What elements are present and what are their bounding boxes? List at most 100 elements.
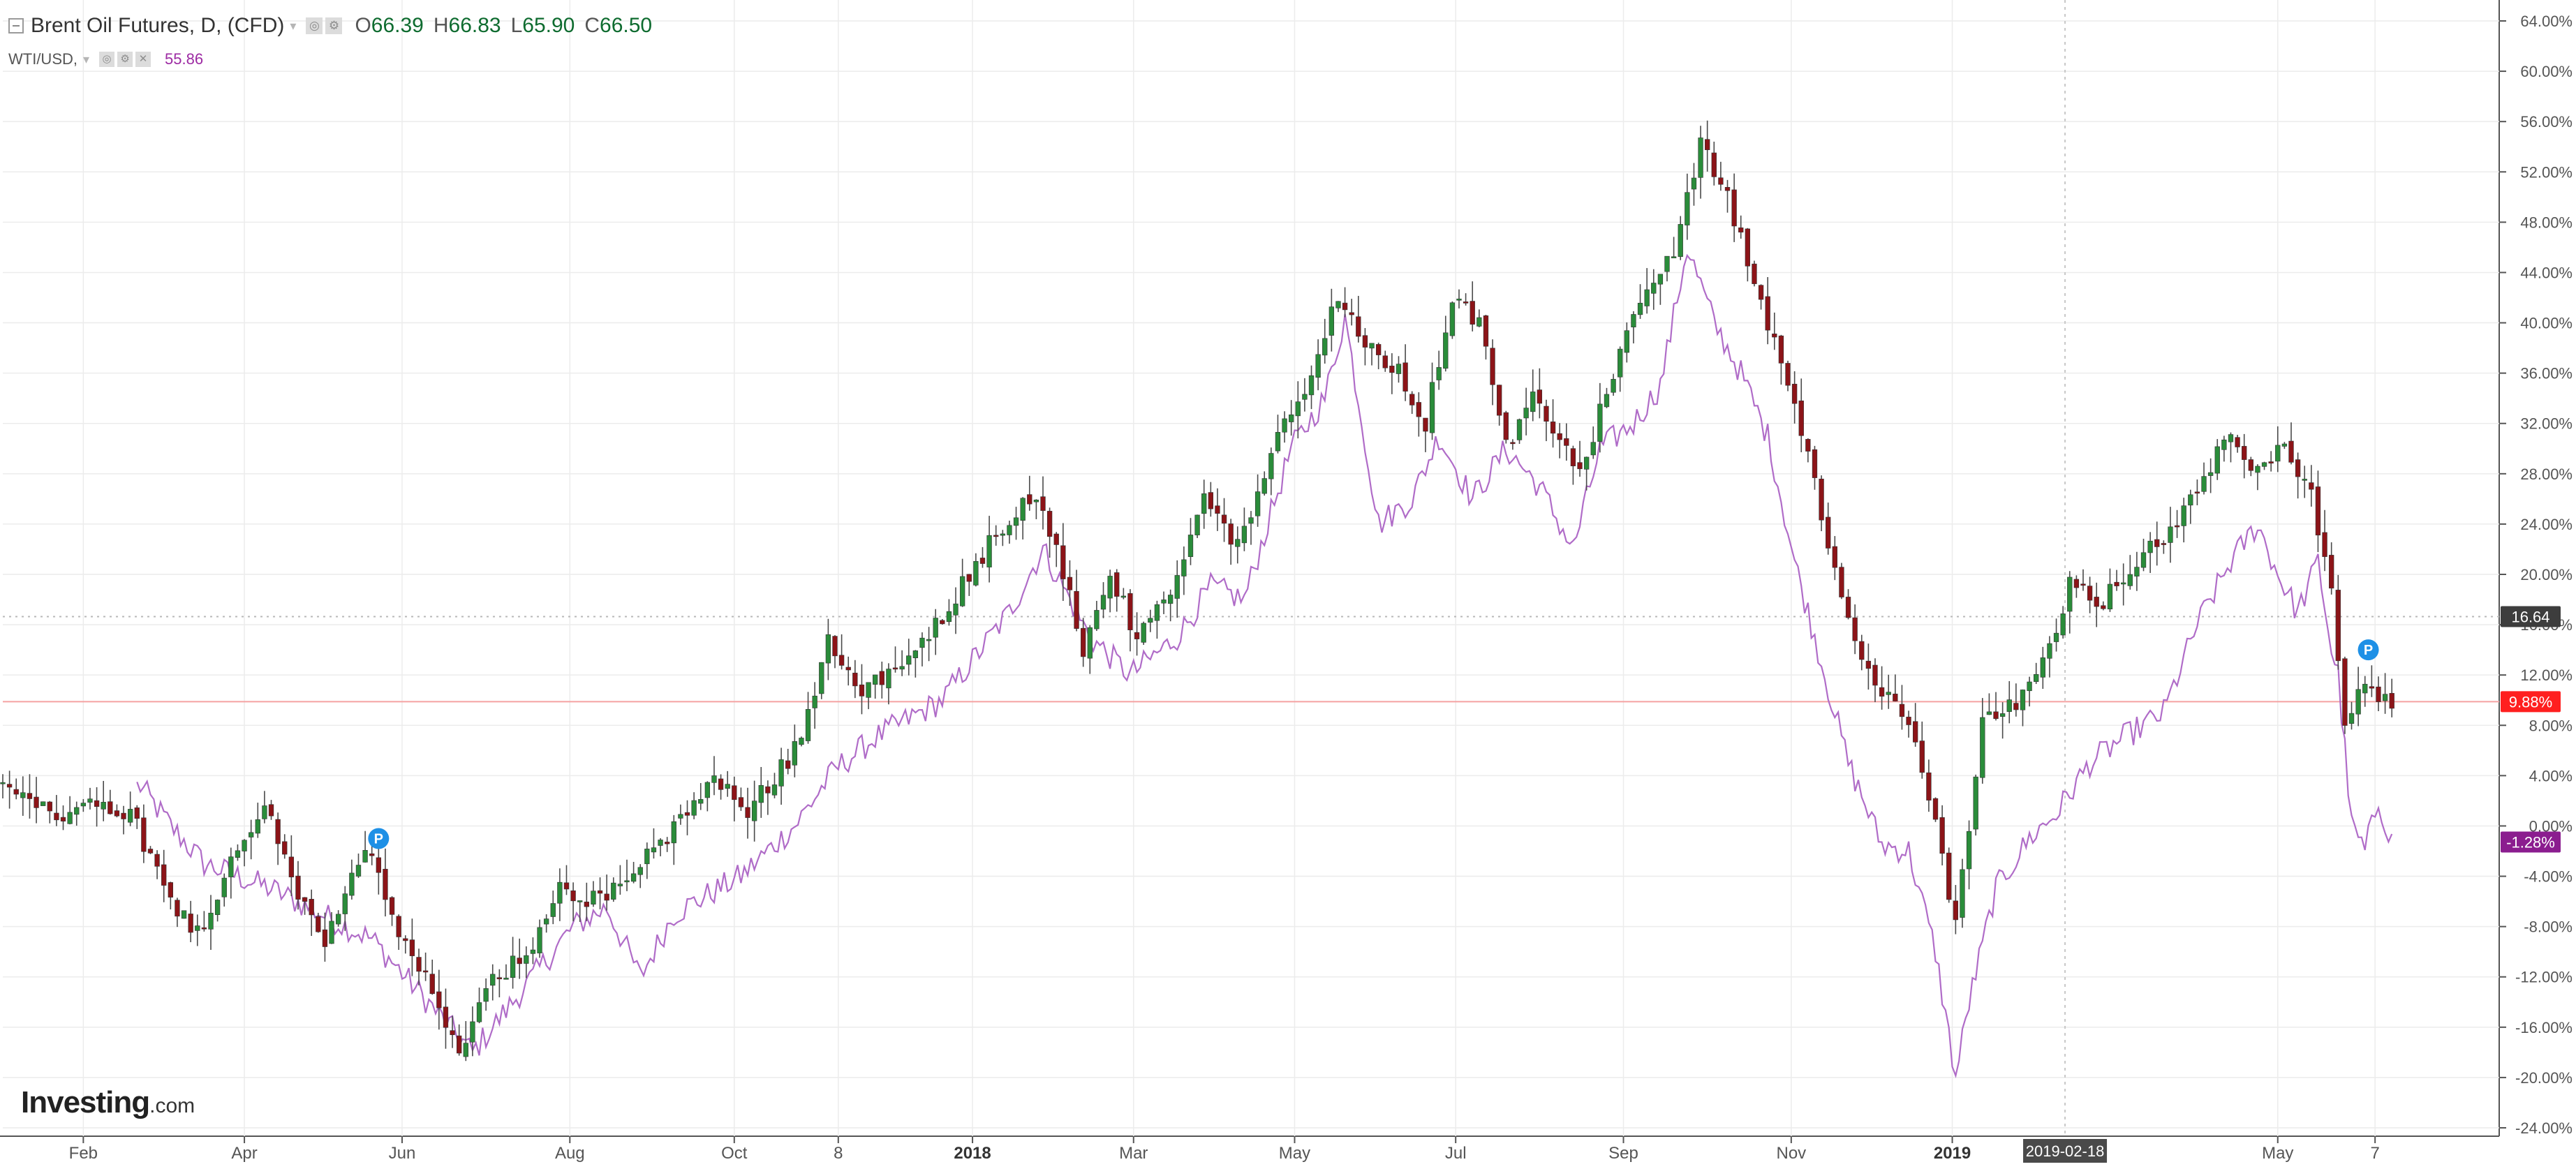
candle-down [2335, 590, 2341, 662]
candle-up [758, 784, 764, 803]
candle-down [403, 938, 408, 941]
open-value: 66.39 [371, 14, 424, 37]
candle-up [1618, 348, 1623, 378]
candle-up [1637, 302, 1643, 315]
candle-down [604, 893, 609, 901]
candle-up [591, 891, 596, 904]
candle-up [1289, 414, 1294, 422]
candle-down [1738, 228, 1744, 233]
y-tick-label: 4.00% [2529, 767, 2573, 784]
candle-down [859, 684, 865, 697]
candle-up [101, 802, 106, 810]
candle-up [691, 800, 697, 816]
chevron-down-icon[interactable]: ▾ [290, 18, 297, 33]
candle-down [2268, 461, 2274, 464]
candle-down [832, 636, 838, 657]
y-tick-label: 28.00% [2520, 466, 2573, 483]
candle-down [1356, 316, 1361, 337]
candle-down [1483, 315, 1489, 347]
candle-up [1691, 177, 1697, 190]
candle-up [127, 809, 133, 823]
candle-up [1308, 375, 1315, 396]
candle-down [1490, 348, 1495, 385]
candlestick-series [0, 120, 2394, 1062]
candle-up [2302, 479, 2307, 481]
candle-up [919, 637, 925, 648]
candle-up [671, 821, 676, 844]
eye-icon[interactable]: ◎ [306, 17, 323, 34]
candle-up [630, 873, 637, 882]
candle-up [873, 674, 878, 685]
candle-down [2329, 555, 2334, 589]
candle-down [1040, 496, 1046, 511]
candle-down [1926, 772, 1932, 801]
candle-up [1148, 618, 1153, 623]
candle-up [1167, 595, 1174, 604]
candle-down [1852, 617, 1858, 641]
candle-up [362, 850, 368, 863]
candle-up [704, 782, 711, 798]
candle-up [2168, 526, 2173, 543]
candle-down [1510, 442, 1516, 445]
candle-up [1631, 314, 1636, 327]
candle-down [1221, 514, 1227, 524]
candle-up [2134, 567, 2140, 576]
candle-up [329, 921, 334, 944]
candle-down [732, 785, 737, 801]
close-value: 66.50 [600, 14, 653, 37]
low-value: 65.90 [522, 14, 575, 37]
price-badge-label: 16.64 [2511, 609, 2549, 626]
chevron-down-icon[interactable]: ▾ [83, 52, 90, 66]
gear-icon[interactable]: ⚙ [325, 17, 343, 34]
candle-up [530, 949, 536, 954]
candle-up [1107, 576, 1113, 599]
y-tick-label: 12.00% [2520, 667, 2573, 684]
candle-down [1932, 798, 1939, 820]
close-icon[interactable]: ✕ [135, 52, 151, 67]
candle-down [1705, 139, 1710, 150]
candle-up [611, 882, 616, 900]
candle-up [2060, 613, 2066, 636]
candle-up [644, 849, 650, 865]
candle-down [1859, 641, 1865, 660]
candle-up [1651, 283, 1657, 294]
candle-down [1342, 302, 1348, 311]
candle-down [94, 800, 100, 807]
candle-up [1241, 526, 1248, 544]
candle-down [168, 882, 173, 898]
candle-up [1282, 418, 1287, 433]
candle-up [2188, 494, 2193, 506]
candle-up [2207, 472, 2214, 476]
candle-down [785, 760, 791, 769]
event-marker: P [2357, 639, 2379, 661]
candle-down [60, 817, 66, 821]
candle-down [1919, 740, 1925, 773]
candle-up [1187, 535, 1194, 558]
x-tick-label: Nov [1776, 1144, 1806, 1163]
candle-up [1033, 500, 1039, 502]
candle-up [866, 682, 871, 698]
candle-down [2309, 482, 2314, 490]
candle-down [429, 974, 435, 995]
candle-up [249, 832, 254, 837]
candle-up [2034, 673, 2039, 682]
gear-icon[interactable]: ⚙ [117, 52, 133, 67]
y-tick-label: 24.00% [2520, 516, 2573, 533]
collapse-legend-button[interactable] [8, 18, 24, 33]
candle-up [1328, 306, 1335, 336]
candle-down [1812, 449, 1818, 478]
candle-down [2073, 579, 2080, 588]
candle-down [1544, 405, 1549, 422]
eye-icon[interactable]: ◎ [99, 52, 115, 67]
candle-up [2261, 462, 2267, 467]
candle-down [940, 620, 945, 625]
candle-down [1382, 355, 1388, 368]
candle-down [1127, 593, 1133, 630]
event-marker-label: P [374, 831, 383, 847]
candle-down [1785, 363, 1791, 386]
candle-up [1443, 332, 1449, 369]
event-marker: P [368, 828, 390, 849]
price-badge-bg [2501, 691, 2561, 713]
